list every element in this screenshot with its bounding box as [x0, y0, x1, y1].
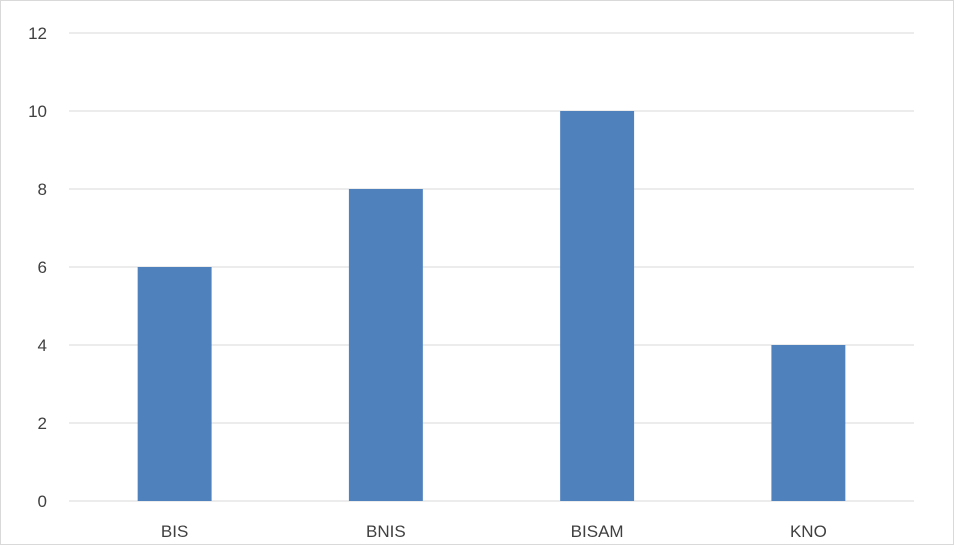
bar-bnis: [348, 189, 423, 501]
x-category-label: BIS: [161, 522, 188, 541]
y-tick-label: 6: [38, 258, 47, 277]
y-axis-tick-labels: 0 2 4 6 8 10 12: [28, 24, 47, 511]
y-tick-label: 12: [28, 24, 47, 43]
bar-bisam: [560, 111, 635, 501]
y-tick-label: 0: [38, 492, 47, 511]
x-axis-category-labels: BIS BNIS BISAM KNO: [161, 522, 827, 541]
bars: [137, 111, 846, 501]
bar-kno: [771, 345, 846, 501]
x-category-label: KNO: [790, 522, 827, 541]
y-tick-label: 10: [28, 102, 47, 121]
bar-bis: [137, 267, 212, 501]
y-tick-label: 4: [38, 336, 47, 355]
x-category-label: BISAM: [571, 522, 624, 541]
x-category-label: BNIS: [366, 522, 406, 541]
y-tick-label: 2: [38, 414, 47, 433]
y-tick-label: 8: [38, 180, 47, 199]
